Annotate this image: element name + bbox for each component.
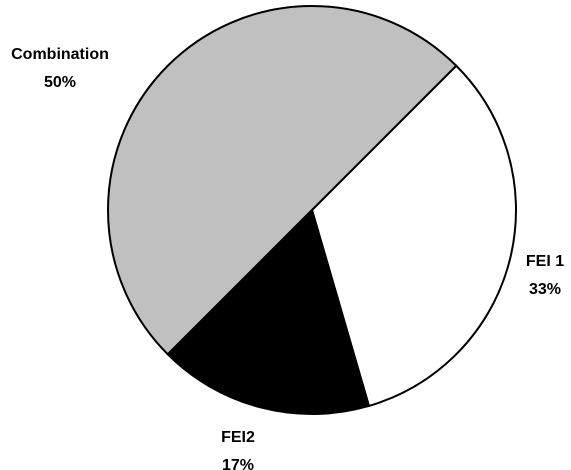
pie-slice: [310, 64, 517, 408]
slice-value-label: 33%: [529, 281, 561, 298]
slice-label: FEI 1: [526, 253, 564, 270]
pie-slice: [166, 208, 371, 415]
slice-value-label: 17%: [222, 457, 254, 470]
slice-label: Combination: [11, 46, 109, 63]
slice-value-label: 50%: [44, 74, 76, 91]
slice-label: FEI2: [221, 429, 255, 446]
pie-slice: [107, 5, 458, 356]
